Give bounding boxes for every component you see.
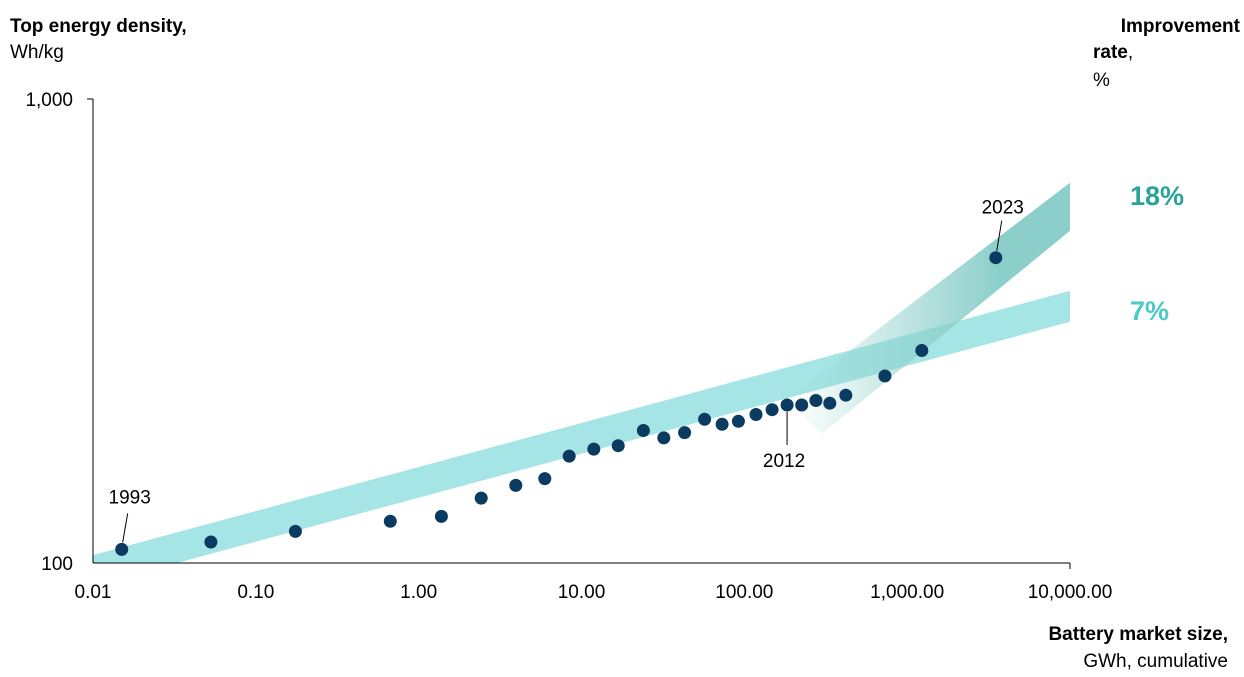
data-point [611,439,625,453]
data-point [795,398,809,412]
x-tick-label: 1.00 [400,582,437,603]
data-point [839,388,853,402]
data-point [765,403,779,417]
data-point [878,369,892,383]
data-point [780,398,794,412]
data-point [698,412,712,426]
data-point [823,396,837,410]
x-axis-unit: GWh, cumulative [1083,651,1228,672]
rate-label-7: 7% [1130,296,1169,326]
x-tick-label: 0.10 [237,582,274,603]
y-axis-title: Top energy density, [10,16,187,37]
rate-title: Improvement [1120,16,1240,37]
data-point [678,426,692,440]
rate-bands: 18% 7% [93,181,1184,563]
data-points [115,251,1003,556]
data-point [657,431,671,445]
rate-title-bold: rate [1093,42,1128,63]
axes: 0.01 0.10 1.00 10.00 100.00 1,000.00 10,000.00… [25,90,1112,603]
year-annotation: 1993 [109,487,151,508]
band-18-percent [785,182,1070,434]
data-point [509,478,523,492]
data-point [474,491,488,505]
data-point [915,344,929,357]
rate-title-line2: rate, [1093,42,1133,64]
data-point [715,417,729,431]
y-tick-label: 1,000 [25,90,73,111]
x-tick-label: 100.00 [715,582,773,603]
x-tick-label: 10,000.00 [1028,582,1113,603]
data-point [749,408,763,421]
data-point [383,514,397,528]
data-point [115,542,129,556]
data-point [204,535,218,549]
rate-label-18: 18% [1130,181,1184,211]
data-point [809,394,823,407]
data-point [434,509,448,523]
band-7-percent [93,290,1070,563]
data-point [989,251,1003,265]
x-tick-label: 1,000.00 [870,582,944,603]
y-tick-label: 100 [41,554,73,575]
x-tick-label: 10.00 [558,582,606,603]
rate-title-comma: , [1127,42,1134,63]
data-point [562,449,576,463]
year-annotation: 2012 [763,451,805,472]
leader-line [122,513,129,543]
data-point [288,524,302,538]
leader-line [996,220,1003,251]
year-annotation: 2023 [982,198,1024,219]
x-tick-label: 0.01 [75,582,112,603]
rate-unit: % [1093,70,1110,91]
data-point [636,424,650,437]
data-point [587,442,601,456]
annotations: 1993 2012 2023 [109,198,1024,543]
data-point [731,414,745,428]
data-point [538,472,552,486]
y-axis-unit: Wh/kg [10,42,64,63]
x-axis-title: Battery market size, [1048,624,1228,645]
